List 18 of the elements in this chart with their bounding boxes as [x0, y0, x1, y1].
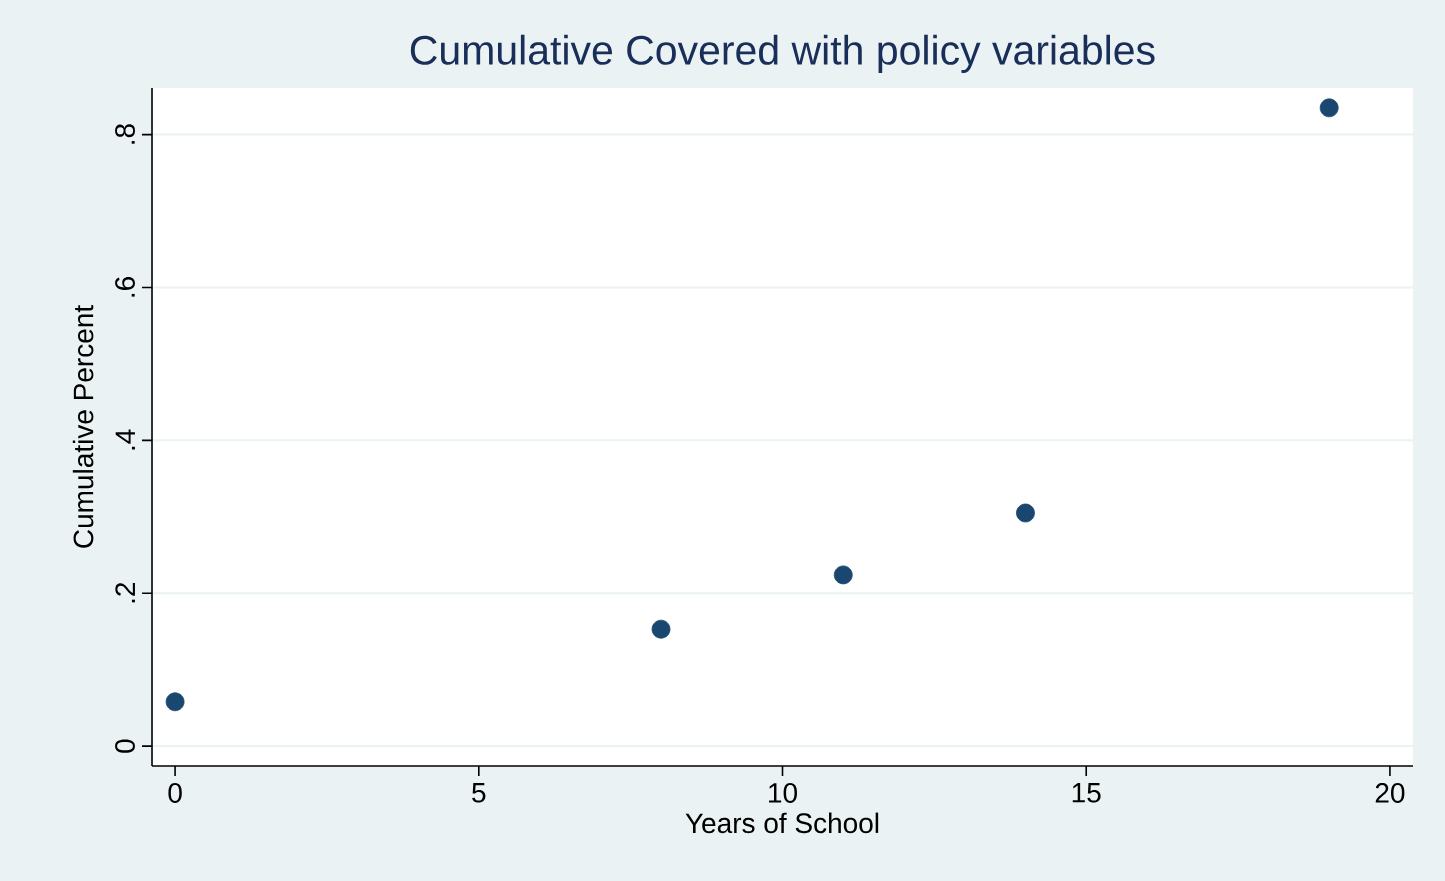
point: [165, 692, 185, 712]
y-tick-label: .6: [115, 277, 135, 297]
y-tick-label: 0: [115, 739, 135, 753]
y-tick-label: .2: [115, 582, 135, 603]
y-tick-label: .4: [115, 429, 135, 450]
point: [651, 619, 671, 639]
point: [833, 565, 853, 585]
x-tick-label: 0: [168, 783, 182, 803]
y-axis-title: Cumulative Percent: [72, 305, 94, 548]
y-tick-label: .8: [115, 124, 135, 144]
x-tick-label: 15: [1072, 783, 1101, 803]
point: [1016, 503, 1035, 523]
x-tick-label: 10: [769, 783, 797, 803]
point: [1319, 98, 1339, 118]
x-axis-title: Years of School: [685, 812, 879, 834]
x-tick-label: 5: [472, 783, 486, 803]
chart-title: Cumulative Covered with policy variables: [410, 34, 1155, 73]
x-tick-label: 20: [1375, 783, 1405, 803]
